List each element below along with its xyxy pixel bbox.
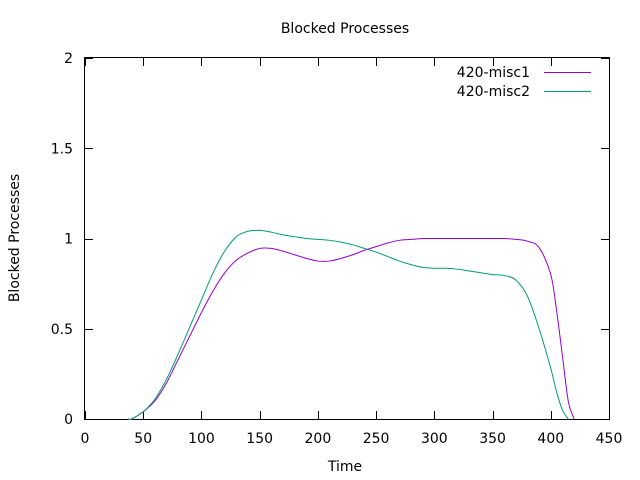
series-line-420-misc2 xyxy=(127,229,569,421)
y-axis-title: Blocked Processes xyxy=(7,174,23,302)
x-tick-label: 50 xyxy=(134,431,152,447)
plot-area-frame xyxy=(84,57,610,420)
x-tick-label: 350 xyxy=(479,431,506,447)
x-tick-label: 150 xyxy=(246,431,273,447)
y-tick-label: 1 xyxy=(64,232,73,248)
x-tick-label: 300 xyxy=(421,431,448,447)
x-tick-label: 100 xyxy=(188,431,215,447)
x-axis-ticks: 0 50 100 150 200 250 300 350 400 450 xyxy=(81,58,623,447)
x-axis-title: Time xyxy=(327,459,362,475)
legend-label: 420-misc2 xyxy=(457,84,530,100)
legend-label: 420-misc1 xyxy=(457,65,530,81)
legend: 420-misc1 420-misc2 xyxy=(457,65,591,100)
y-tick-label: 0 xyxy=(64,412,73,428)
y-tick-label: 1.5 xyxy=(51,141,73,157)
x-tick-label: 0 xyxy=(81,431,90,447)
x-tick-label: 400 xyxy=(537,431,564,447)
x-tick-label: 250 xyxy=(363,431,390,447)
series-line-420-misc1 xyxy=(127,237,575,421)
chart-title: Blocked Processes xyxy=(281,21,409,37)
x-tick-label: 200 xyxy=(305,431,332,447)
y-tick-label: 2 xyxy=(64,51,73,67)
y-tick-label: 0.5 xyxy=(51,322,73,338)
x-tick-label: 450 xyxy=(596,431,623,447)
y-axis-ticks: 0 0.5 1 1.5 2 xyxy=(51,51,609,428)
series-lines xyxy=(127,229,575,421)
